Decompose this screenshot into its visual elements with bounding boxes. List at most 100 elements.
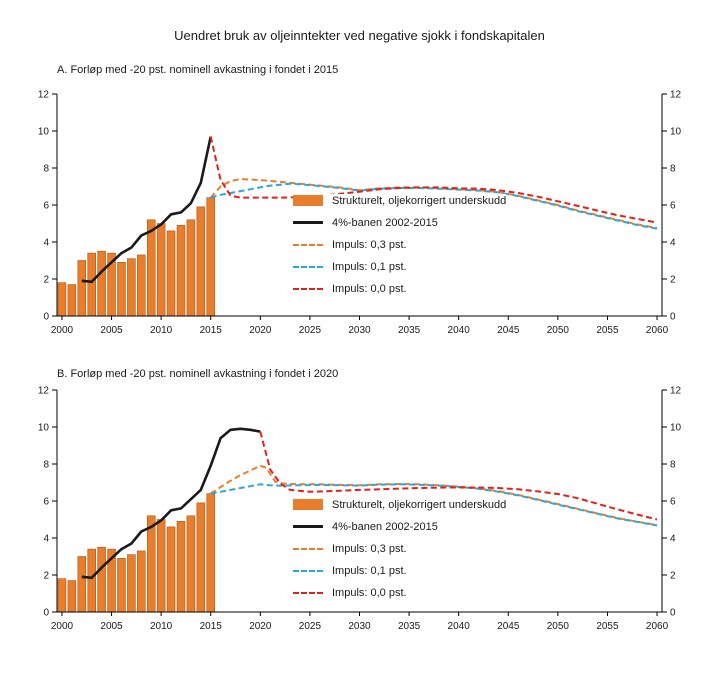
x-tick-label: 2005 — [100, 325, 123, 336]
legend-panel-a: Strukturelt, oljekorrigert underskudd 4%… — [293, 194, 507, 295]
series-line — [81, 136, 212, 284]
deficit-bar — [166, 230, 176, 317]
deficit-bar — [67, 284, 77, 317]
y-tick-label: 12 — [670, 386, 682, 397]
y-tick-label: 8 — [43, 460, 49, 471]
deficit-bar — [127, 258, 136, 317]
deficit-bar — [186, 515, 196, 613]
series-line — [210, 464, 658, 527]
y-tick-label: 6 — [43, 201, 49, 212]
x-tick-label: 2045 — [497, 621, 520, 632]
y-tick-label: 12 — [670, 90, 682, 101]
deficit-bar — [146, 219, 156, 317]
x-tick-label: 2060 — [646, 621, 669, 632]
dashed-line-swatch — [293, 569, 323, 572]
legend-label: Impuls: 0,3 pst. — [332, 238, 407, 251]
legend-item-impuls-03: Impuls: 0,3 pst. — [293, 238, 506, 251]
y-tick-label: 0 — [43, 608, 49, 619]
deficit-bar — [87, 548, 96, 613]
x-tick-label: 2035 — [398, 621, 421, 632]
panel-a-label: A. Forløp med -20 pst. nominell avkastni… — [57, 64, 339, 76]
legend-item-impuls-00: Impuls: 0,0 pst. — [293, 282, 506, 295]
deficit-bar — [156, 223, 166, 317]
legend-label: Impuls: 0,3 pst. — [332, 542, 407, 555]
x-tick-label: 2055 — [596, 325, 619, 336]
legend-item-impuls-00: Impuls: 0,0 pst. — [293, 586, 506, 599]
x-tick-label: 2030 — [348, 621, 371, 632]
y-tick-label: 4 — [670, 238, 676, 249]
dashed-line-swatch — [293, 287, 323, 290]
x-tick-label: 2050 — [547, 621, 570, 632]
x-tick-label: 2020 — [249, 325, 272, 336]
deficit-bar — [196, 502, 206, 613]
y-tick-label: 2 — [43, 275, 49, 286]
y-tick-label: 10 — [38, 127, 50, 138]
x-tick-label: 2055 — [596, 621, 619, 632]
dashed-line-swatch — [293, 265, 323, 268]
y-tick-label: 0 — [43, 312, 49, 323]
deficit-bar — [166, 526, 176, 613]
y-tick-label: 8 — [670, 460, 676, 471]
dashed-line-swatch — [293, 243, 323, 246]
x-tick-label: 2000 — [51, 325, 74, 336]
series-line — [81, 427, 261, 580]
deficit-bar — [137, 550, 146, 613]
y-tick-label: 8 — [43, 164, 49, 175]
deficit-bar — [87, 252, 96, 317]
y-tick-label: 4 — [670, 534, 676, 545]
x-tick-label: 2010 — [150, 325, 173, 336]
deficit-bar — [206, 197, 215, 317]
deficit-bar — [117, 262, 126, 317]
legend-label: Impuls: 0,0 pst. — [332, 586, 407, 599]
x-tick-label: 2030 — [348, 325, 371, 336]
x-tick-label: 2050 — [547, 325, 570, 336]
y-tick-label: 10 — [670, 423, 682, 434]
chart-panel-a: 0 0 2 2 4 4 6 6 8 8 10 10 12 12 2000 2005 2010 2015 2020 20… — [38, 90, 682, 337]
dashed-line-swatch — [293, 547, 323, 550]
y-tick-label: 12 — [38, 386, 50, 397]
deficit-bar — [196, 206, 206, 317]
x-tick-label: 2025 — [299, 325, 322, 336]
chart-panel-b: 0 0 2 2 4 4 6 6 8 8 10 10 12 12 2000 2005 2010 2015 2020 20… — [38, 386, 682, 633]
legend-panel-b: Strukturelt, oljekorrigert underskudd 4%… — [293, 498, 507, 599]
legend-label: Impuls: 0,1 pst. — [332, 564, 407, 577]
legend-item-impuls-01: Impuls: 0,1 pst. — [293, 260, 506, 273]
bar-swatch — [293, 195, 323, 206]
y-tick-label: 0 — [670, 608, 676, 619]
legend-label: Strukturelt, oljekorrigert underskudd — [332, 498, 507, 511]
legend-label: 4%-banen 2002-2015 — [332, 216, 438, 229]
deficit-bar — [67, 580, 77, 613]
y-tick-label: 10 — [38, 423, 50, 434]
y-tick-label: 0 — [670, 312, 676, 323]
legend-label: Impuls: 0,0 pst. — [332, 282, 407, 295]
x-tick-label: 2035 — [398, 325, 421, 336]
legend-label: Impuls: 0,1 pst. — [332, 260, 407, 273]
y-tick-label: 6 — [43, 497, 49, 508]
deficit-bar — [77, 260, 87, 317]
deficit-bar — [176, 521, 186, 613]
legend-item-4pct-line: 4%-banen 2002-2015 — [293, 216, 506, 229]
y-tick-label: 6 — [670, 497, 676, 508]
legend-item-impuls-01: Impuls: 0,1 pst. — [293, 564, 506, 577]
x-tick-label: 2045 — [497, 325, 520, 336]
deficit-bar — [97, 250, 106, 317]
series-line — [259, 431, 658, 521]
y-tick-label: 6 — [670, 201, 676, 212]
bar-swatch — [293, 499, 323, 510]
series-line — [209, 136, 658, 224]
y-tick-label: 4 — [43, 238, 49, 249]
solid-line-swatch — [293, 525, 323, 528]
deficit-bar — [186, 219, 196, 317]
y-tick-label: 2 — [670, 275, 676, 286]
deficit-bar — [57, 282, 67, 317]
deficit-bar — [137, 254, 146, 317]
series-line — [210, 483, 658, 527]
panel-b-label: B. Forløp med -20 pst. nominell avkastni… — [57, 368, 339, 380]
deficit-bar — [97, 546, 106, 613]
y-tick-label: 4 — [43, 534, 49, 545]
x-tick-label: 2010 — [150, 621, 173, 632]
x-tick-label: 2000 — [51, 621, 74, 632]
x-tick-label: 2015 — [200, 325, 223, 336]
dashed-line-swatch — [293, 591, 323, 594]
deficit-bar — [117, 558, 126, 613]
